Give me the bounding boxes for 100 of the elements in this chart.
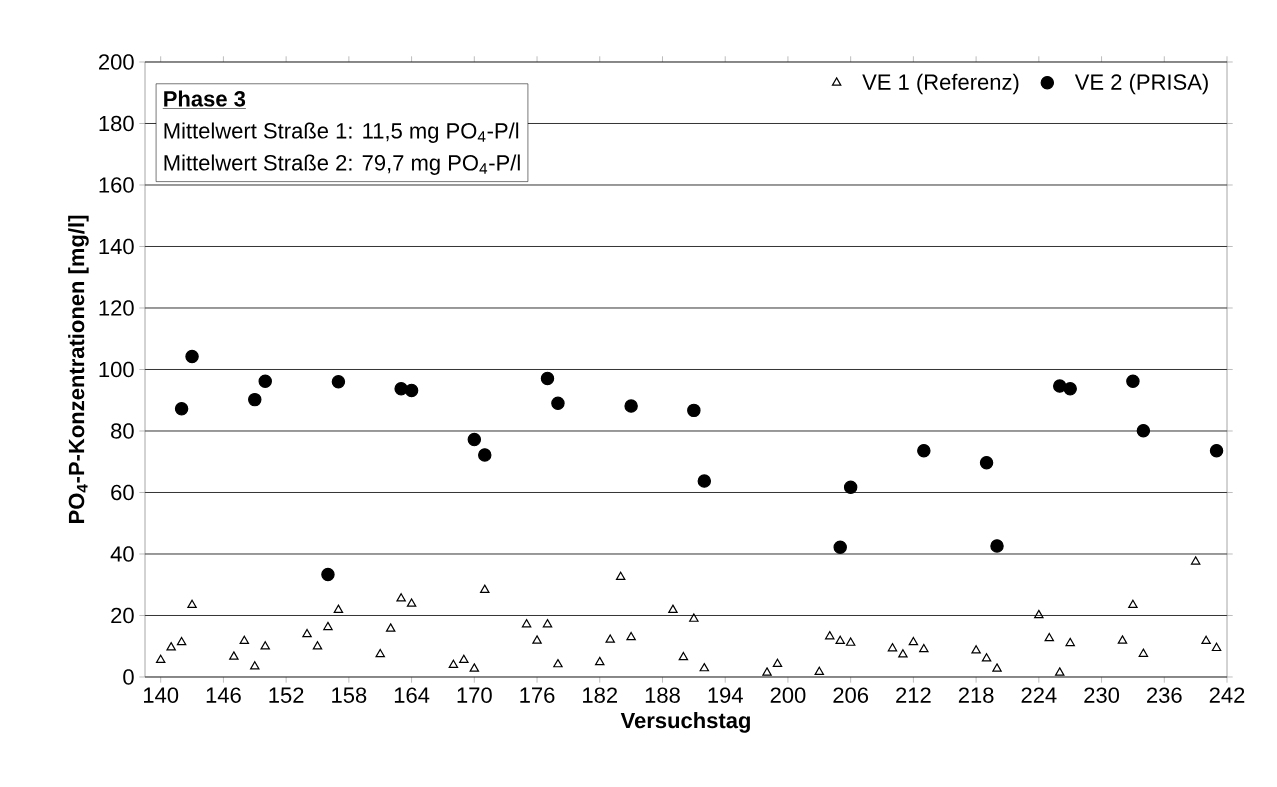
point (321, 567, 335, 582)
point (824, 630, 835, 640)
point (898, 649, 908, 658)
point (697, 474, 712, 488)
point (1138, 648, 1149, 657)
point (699, 662, 710, 672)
point (605, 634, 615, 643)
point (185, 349, 199, 364)
point (689, 613, 699, 622)
point (166, 642, 176, 651)
point (239, 635, 250, 645)
point (835, 635, 845, 645)
point (155, 654, 166, 664)
x-axis-title: Versuchstag (620, 712, 750, 733)
y-tick-label: 80 (111, 423, 134, 439)
point (772, 658, 783, 668)
point (406, 598, 417, 607)
point (375, 648, 385, 658)
point (1136, 423, 1151, 438)
annotation: Mittelwert Straße 2: 79,7 mg PO$_{4}$-P/l (164, 154, 520, 175)
x-tick-label: 212 (896, 687, 931, 703)
point (480, 584, 490, 593)
x-tick-label: 230 (1084, 687, 1120, 703)
x-tick-label: 206 (833, 687, 869, 703)
point (1190, 556, 1201, 565)
x-tick-label: 218 (958, 687, 994, 703)
x-tick-label: 224 (1021, 687, 1057, 703)
point (478, 448, 492, 462)
point (1054, 667, 1065, 676)
y-axis-title: PO$_{4}$-P-Konzentrationen [mg/l] (68, 215, 89, 523)
point (551, 396, 565, 411)
point (1201, 635, 1211, 645)
point (396, 593, 406, 602)
point (553, 658, 563, 668)
point (1211, 642, 1222, 652)
x-tick-label: 158 (332, 687, 367, 703)
point (187, 599, 197, 609)
point (333, 604, 344, 613)
point (762, 667, 772, 676)
x-tick-label: 242 (1209, 687, 1245, 703)
x-tick-label: 188 (645, 687, 680, 703)
point (1065, 637, 1075, 647)
point (229, 651, 239, 660)
legend-label: VE 1 (Referenz) (862, 73, 1019, 95)
point (404, 383, 419, 398)
point (845, 637, 856, 646)
x-tick-label: 140 (144, 687, 179, 703)
point (678, 651, 689, 661)
point (258, 374, 272, 388)
point (260, 641, 270, 650)
point (814, 666, 825, 676)
point (908, 636, 919, 646)
point (917, 443, 931, 458)
point (595, 656, 605, 666)
point (532, 635, 542, 644)
point (448, 659, 459, 668)
annotation: Phase 3 (164, 90, 246, 107)
x-tick-label: 194 (708, 687, 743, 703)
point (542, 619, 553, 628)
point (467, 432, 482, 447)
point (248, 392, 262, 407)
legend-label: VE 2 (PRISA) (1074, 73, 1208, 95)
point (624, 399, 638, 413)
x-tick-label: 200 (770, 687, 806, 703)
y-tick-label: 120 (99, 300, 134, 316)
y-tick-label: 0 (123, 669, 134, 685)
point (979, 455, 994, 470)
point (990, 539, 1004, 553)
point (174, 402, 189, 416)
point (331, 375, 346, 389)
y-tick-label: 180 (99, 115, 134, 132)
point (459, 654, 469, 664)
y-tick-label: 20 (111, 607, 134, 624)
point (323, 621, 333, 631)
point (887, 642, 898, 652)
point (833, 540, 847, 554)
x-tick-label: 236 (1147, 687, 1182, 703)
point (971, 645, 981, 654)
point (176, 636, 187, 646)
y-tick-label: 140 (99, 238, 134, 255)
point (521, 619, 532, 628)
x-tick-label: 146 (206, 687, 241, 703)
y-tick-label: 40 (110, 546, 134, 562)
point (312, 641, 323, 650)
y-tick-label: 100 (99, 361, 134, 378)
point (250, 661, 260, 670)
y-tick-label: 60 (111, 484, 134, 501)
y-tick-label: 200 (99, 54, 134, 70)
point (615, 571, 626, 581)
point (302, 628, 312, 638)
point (843, 480, 858, 494)
point (919, 643, 929, 653)
x-tick-label: 182 (583, 687, 617, 703)
point (668, 604, 678, 613)
point (1126, 374, 1140, 388)
x-tick-label: 164 (394, 687, 430, 703)
x-tick-label: 170 (457, 687, 492, 703)
point (469, 663, 480, 672)
point (1063, 382, 1077, 396)
point (1117, 635, 1128, 644)
